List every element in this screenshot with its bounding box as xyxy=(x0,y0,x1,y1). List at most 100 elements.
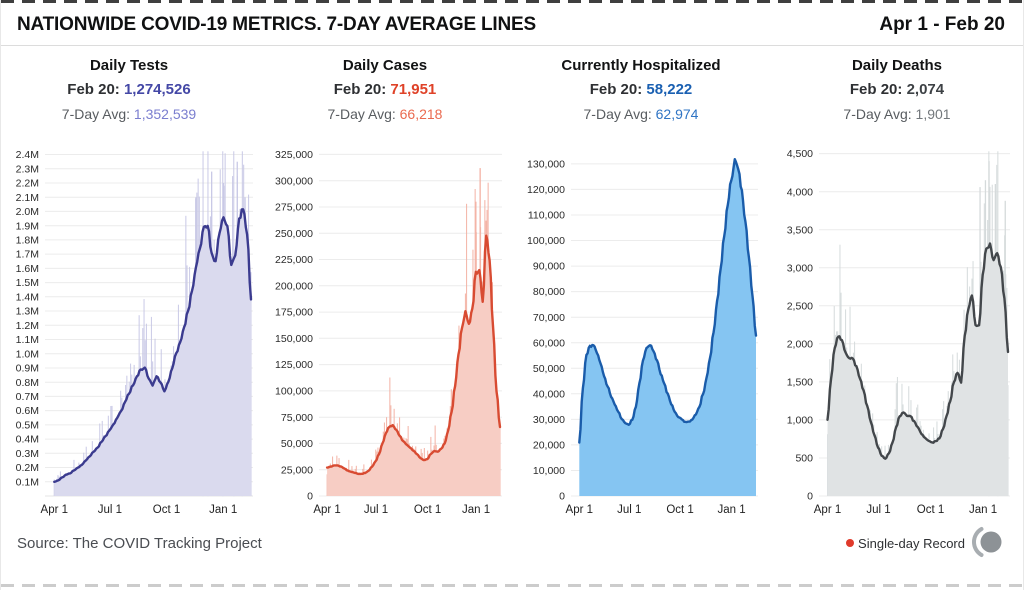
svg-text:250,000: 250,000 xyxy=(275,228,313,240)
stat-daily-deaths: Daily Deaths Feb 20: 2,074 7-Day Avg: 1,… xyxy=(769,55,1023,126)
stat-latest-value: 71,951 xyxy=(390,81,437,98)
svg-text:Jan 1: Jan 1 xyxy=(718,504,746,516)
svg-text:1.1M: 1.1M xyxy=(16,334,39,346)
stat-latest-value: 2,074 xyxy=(906,81,945,98)
chart-daily-tests: 0.1M 0.2M 0.3M 0.4M 0.5M 0.6M 0.7M 0.8M 0.9M 1.0M… xyxy=(16,149,253,516)
svg-text:2,500: 2,500 xyxy=(787,300,813,312)
record-legend-label: Single-day Record xyxy=(858,535,965,551)
svg-text:90,000: 90,000 xyxy=(533,261,565,273)
svg-text:0.8M: 0.8M xyxy=(16,377,39,389)
svg-text:2.0M: 2.0M xyxy=(16,206,39,218)
svg-text:50,000: 50,000 xyxy=(533,363,565,375)
svg-text:300,000: 300,000 xyxy=(275,175,313,187)
svg-text:4,500: 4,500 xyxy=(787,148,813,160)
svg-text:2.2M: 2.2M xyxy=(16,178,39,190)
stat-avg-value: 1,901 xyxy=(915,106,951,122)
svg-text:Jul 1: Jul 1 xyxy=(617,504,641,516)
stat-avg-label: 7-Day Avg: xyxy=(583,106,652,122)
header-divider xyxy=(1,45,1023,46)
svg-text:1.6M: 1.6M xyxy=(16,263,39,275)
svg-text:Jul 1: Jul 1 xyxy=(98,504,122,516)
svg-text:1.8M: 1.8M xyxy=(16,235,39,247)
svg-text:0: 0 xyxy=(307,491,313,503)
svg-text:0.7M: 0.7M xyxy=(16,391,39,403)
svg-text:1.2M: 1.2M xyxy=(16,320,39,332)
stats-row: Daily Tests Feb 20: 1,274,526 7-Day Avg:… xyxy=(1,46,1023,126)
svg-text:1,500: 1,500 xyxy=(787,377,813,389)
stat-latest-value: 58,222 xyxy=(646,81,693,98)
svg-text:0.4M: 0.4M xyxy=(16,434,39,446)
svg-text:125,000: 125,000 xyxy=(275,359,313,371)
svg-text:Apr 1: Apr 1 xyxy=(313,504,341,516)
svg-text:30,000: 30,000 xyxy=(533,414,565,426)
svg-text:120,000: 120,000 xyxy=(527,184,565,196)
source-text: Source: The COVID Tracking Project xyxy=(17,534,262,552)
svg-text:0: 0 xyxy=(559,491,565,503)
svg-text:25,000: 25,000 xyxy=(281,464,313,476)
stat-avg-value: 66,218 xyxy=(399,106,443,122)
record-legend: Single-day Record xyxy=(846,524,1009,562)
svg-text:70,000: 70,000 xyxy=(533,312,565,324)
svg-text:Apr 1: Apr 1 xyxy=(566,504,594,516)
stat-avg-label: 7-Day Avg: xyxy=(61,106,131,122)
svg-text:Jan 1: Jan 1 xyxy=(209,504,237,516)
svg-text:100,000: 100,000 xyxy=(527,235,565,247)
svg-text:0.2M: 0.2M xyxy=(16,462,39,474)
svg-text:20,000: 20,000 xyxy=(533,440,565,452)
stat-latest-label: Feb 20: xyxy=(849,81,903,98)
svg-text:2.4M: 2.4M xyxy=(16,149,39,161)
svg-text:1.4M: 1.4M xyxy=(16,291,39,303)
covid-tracking-project-logo-icon xyxy=(971,527,1002,557)
svg-text:1.9M: 1.9M xyxy=(16,220,39,232)
svg-text:3,000: 3,000 xyxy=(787,262,813,274)
svg-text:0.6M: 0.6M xyxy=(16,405,39,417)
svg-text:1.0M: 1.0M xyxy=(16,348,39,360)
svg-text:110,000: 110,000 xyxy=(528,210,565,222)
svg-text:50,000: 50,000 xyxy=(281,438,313,450)
date-range: Apr 1 - Feb 20 xyxy=(879,14,1005,35)
svg-text:40,000: 40,000 xyxy=(533,388,565,400)
bottom-dashed-border xyxy=(1,584,1023,587)
svg-text:175,000: 175,000 xyxy=(275,307,313,319)
svg-text:Jul 1: Jul 1 xyxy=(364,504,388,516)
stat-latest-label: Feb 20: xyxy=(589,81,643,98)
svg-text:Apr 1: Apr 1 xyxy=(41,504,69,516)
svg-text:2.3M: 2.3M xyxy=(16,163,39,175)
chart-currently-hospitalized: 0 10,000 20,000 30,000 40,000 50,000 60,000 70,… xyxy=(527,158,758,516)
stat-title: Daily Tests xyxy=(89,57,169,74)
svg-text:Oct 1: Oct 1 xyxy=(153,504,180,516)
chart-daily-cases: 0 25,000 50,000 75,000 100,000 125,000 150,000… xyxy=(275,149,502,516)
svg-text:1.7M: 1.7M xyxy=(16,249,39,261)
stat-daily-tests: Daily Tests Feb 20: 1,274,526 7-Day Avg:… xyxy=(1,55,257,126)
stat-latest-value: 1,274,526 xyxy=(123,81,191,98)
svg-text:0.5M: 0.5M xyxy=(16,420,39,432)
svg-text:4,000: 4,000 xyxy=(787,186,813,198)
svg-text:150,000: 150,000 xyxy=(275,333,313,345)
chart-daily-deaths: 0 500 1,000 1,500 2,000 2,500 3,000 3,500 4,000 4… xyxy=(787,148,1010,516)
stat-avg-label: 7-Day Avg: xyxy=(327,106,396,122)
svg-text:1,000: 1,000 xyxy=(787,415,813,427)
svg-text:2,000: 2,000 xyxy=(787,338,813,350)
page-title: NATIONWIDE COVID-19 METRICS. 7-DAY AVERA… xyxy=(17,14,536,35)
svg-text:1.5M: 1.5M xyxy=(16,277,39,289)
svg-text:Jan 1: Jan 1 xyxy=(462,504,490,516)
svg-text:Oct 1: Oct 1 xyxy=(414,504,441,516)
top-dashed-border xyxy=(1,0,1023,3)
svg-text:Jul 1: Jul 1 xyxy=(866,504,890,516)
svg-text:10,000: 10,000 xyxy=(533,465,565,477)
svg-text:Jan 1: Jan 1 xyxy=(969,504,997,516)
svg-text:225,000: 225,000 xyxy=(275,254,313,266)
svg-text:80,000: 80,000 xyxy=(533,286,565,298)
stat-title: Daily Cases xyxy=(342,57,428,74)
stat-currently-hospitalized: Currently Hospitalized Feb 20: 58,222 7-… xyxy=(513,55,769,126)
stat-avg-label: 7-Day Avg: xyxy=(843,106,912,122)
stat-title: Daily Deaths xyxy=(851,57,943,74)
stat-latest-label: Feb 20: xyxy=(67,81,120,98)
footer: Source: The COVID Tracking Project Singl… xyxy=(1,522,1023,562)
stat-latest-label: Feb 20: xyxy=(333,81,387,98)
svg-text:130,000: 130,000 xyxy=(527,159,565,171)
record-dot-icon xyxy=(846,539,855,547)
svg-text:100,000: 100,000 xyxy=(275,386,313,398)
svg-text:Oct 1: Oct 1 xyxy=(917,504,944,516)
